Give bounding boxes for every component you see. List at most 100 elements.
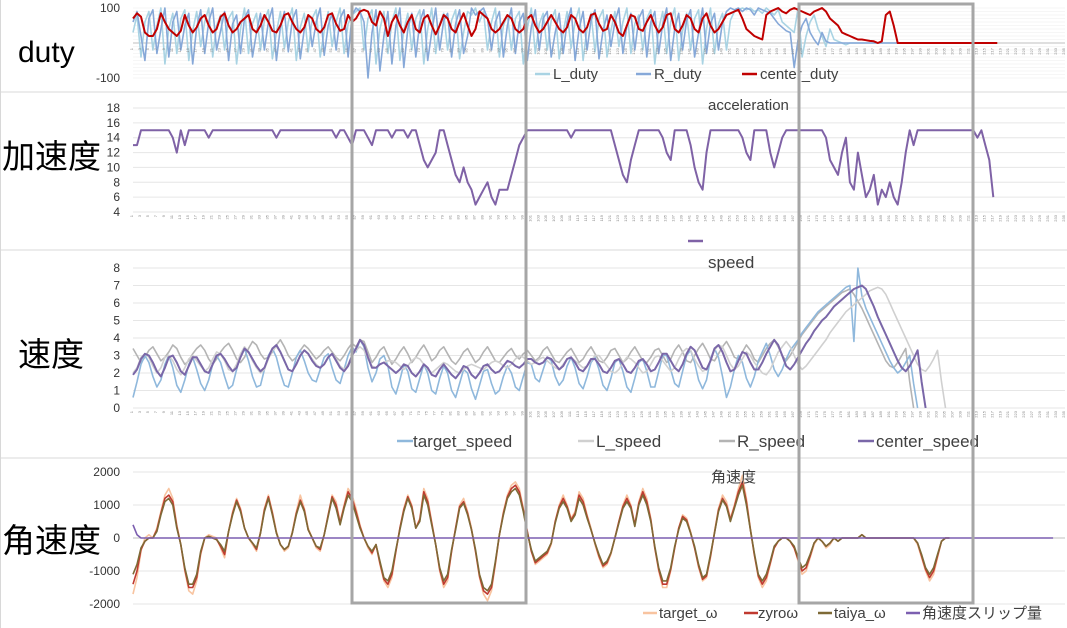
- speed-legend: target_speed L_speed R_speed center_spee…: [397, 432, 979, 451]
- acceleration-x-tick-label: 99: [519, 214, 524, 219]
- duty-x-tick-label: 209: [957, 47, 962, 54]
- speed-x-tick-label: 87: [472, 410, 477, 415]
- acceleration-x-tick-label: 141: [687, 214, 692, 221]
- angular-velocity-y-tick-label: 2000: [93, 465, 120, 479]
- duty-x-tick-label: 35: [264, 47, 269, 52]
- duty-x-tick-label: 185: [862, 47, 867, 54]
- duty-x-tick-label: 111: [567, 47, 572, 54]
- duty-x-tick-label: 183: [854, 47, 859, 54]
- speed-x-tick-label: 45: [304, 410, 309, 415]
- speed-x-tick-label: 97: [511, 410, 516, 415]
- acceleration-x-tick-label: 35: [264, 214, 269, 219]
- speed-x-tick-label: 171: [806, 410, 811, 417]
- acceleration-x-tick-label: 53: [336, 214, 341, 219]
- acceleration-x-tick-label: 139: [679, 214, 684, 221]
- duty-x-tick-label: 189: [878, 47, 883, 54]
- angular-velocity-y-tick-label: 0: [113, 531, 120, 545]
- acceleration-x-tick-label: 57: [352, 214, 357, 219]
- duty-x-tick-label: 235: [1061, 47, 1066, 54]
- acceleration-x-tick-label: 27: [233, 214, 238, 219]
- speed-x-tick-label: 27: [233, 410, 238, 415]
- speed-x-tick-label: 219: [997, 410, 1002, 417]
- duty-x-tick-label: 57: [352, 47, 357, 52]
- acceleration-series-acceleration-line: [133, 129, 995, 206]
- speed-x-tick-label: 101: [527, 410, 532, 417]
- duty-x-tick-label: 217: [989, 47, 994, 54]
- duty-x-tick-label: 203: [934, 47, 939, 54]
- side-label-duty: duty: [18, 36, 75, 69]
- acceleration-x-tick-label: 59: [360, 214, 365, 219]
- duty-x-tick-label: 225: [1021, 47, 1026, 54]
- acceleration-x-tick-label: 37: [272, 214, 277, 219]
- acceleration-y-tick-label: 14: [107, 131, 121, 145]
- legend-label-l-speed: L_speed: [596, 432, 661, 451]
- acceleration-x-tick-label: 215: [981, 214, 986, 221]
- duty-x-tick-label: 97: [511, 47, 516, 52]
- acceleration-x-tick-label: 231: [1045, 214, 1050, 221]
- acceleration-x-tick-label: 11: [169, 214, 174, 219]
- acceleration-x-tick-label: 213: [973, 214, 978, 221]
- speed-x-tick-label: 183: [854, 410, 859, 417]
- speed-x-tick-label: 117: [591, 410, 596, 417]
- acceleration-chart-title: acceleration: [708, 97, 789, 114]
- duty-y-tick-label: 100: [100, 1, 120, 15]
- duty-x-tick-label: 115: [583, 47, 588, 54]
- speed-x-tick-label: 55: [344, 410, 349, 415]
- acceleration-x-tick-label: 193: [894, 214, 899, 221]
- duty-x-tick-label: 105: [543, 47, 548, 54]
- legend-label-target-speed: target_speed: [413, 432, 512, 451]
- acceleration-x-tick-label: 107: [551, 214, 556, 221]
- acceleration-x-tick-label: 77: [432, 214, 437, 219]
- acceleration-x-tick-label: 91: [487, 214, 492, 219]
- acceleration-x-tick-label: 49: [320, 214, 325, 219]
- acceleration-y-tick-label: 12: [107, 146, 121, 160]
- speed-x-tick-label: 65: [384, 410, 389, 415]
- duty-x-tick-label: 11: [169, 47, 174, 52]
- duty-x-tick-label: 135: [663, 47, 668, 54]
- speed-x-tick-label: 69: [400, 410, 405, 415]
- duty-x-tick-label: 127: [631, 47, 636, 54]
- duty-x-tick-label: 99: [519, 47, 524, 52]
- speed-x-tick-label: 127: [631, 410, 636, 417]
- duty-x-tick-label: 77: [432, 47, 437, 52]
- speed-x-tick-label: 11: [169, 410, 174, 415]
- acceleration-x-tick-label: 157: [750, 214, 755, 221]
- speed-x-tick-label: 221: [1005, 410, 1010, 417]
- speed-x-tick-label: 177: [830, 410, 835, 417]
- speed-x-tick-label: 7: [153, 410, 158, 413]
- duty-x-tick-label: 39: [280, 47, 285, 52]
- speed-x-tick-label: 197: [910, 410, 915, 417]
- acceleration-x-tick-label: 31: [248, 214, 253, 219]
- acceleration-x-tick-label: 129: [639, 214, 644, 221]
- speed-x-tick-label: 79: [440, 410, 445, 415]
- acceleration-x-tick-label: 163: [774, 214, 779, 221]
- speed-x-tick-label: 133: [655, 410, 660, 417]
- duty-x-tick-label: 107: [551, 47, 556, 54]
- speed-x-tick-label: 169: [798, 410, 803, 417]
- speed-x-tick-label: 99: [519, 410, 524, 415]
- speed-x-tick-label: 135: [663, 410, 668, 417]
- duty-x-tick-label: 89: [479, 47, 484, 52]
- speed-x-tick-label: 25: [225, 410, 230, 415]
- duty-chart: 100-100 1 3 5 7 9 11 13 15 17 19 21 23 25 27 29 31 33 35 3…: [96, 1, 1066, 85]
- legend-label-slip: 角速度スリップ量: [922, 605, 1042, 622]
- acceleration-x-tick-label: 41: [288, 214, 293, 219]
- acceleration-x-tick-label: 7: [153, 214, 158, 217]
- acceleration-x-tick-label: 199: [918, 214, 923, 221]
- speed-x-tick-label: 201: [926, 410, 931, 417]
- acceleration-x-tick-label: 83: [456, 214, 461, 219]
- acceleration-x-tick-label: 165: [782, 214, 787, 221]
- duty-x-tick-label: 169: [798, 47, 803, 54]
- speed-x-tick-label: 43: [296, 410, 301, 415]
- duty-x-tick-label: 117: [591, 47, 596, 54]
- speed-x-tick-label: 71: [408, 410, 413, 415]
- speed-x-tick-label: 129: [639, 410, 644, 417]
- duty-x-tick-label: 9: [161, 47, 166, 50]
- acceleration-x-tick-label: 185: [862, 214, 867, 221]
- highlight-box-left: [350, 2, 528, 605]
- duty-x-tick-label: 91: [487, 47, 492, 52]
- acceleration-x-tick-label: 75: [424, 214, 429, 219]
- side-label-acceleration: 加速度: [2, 138, 101, 175]
- speed-x-tick-label: 107: [551, 410, 556, 417]
- speed-x-tick-label: 119: [599, 410, 604, 417]
